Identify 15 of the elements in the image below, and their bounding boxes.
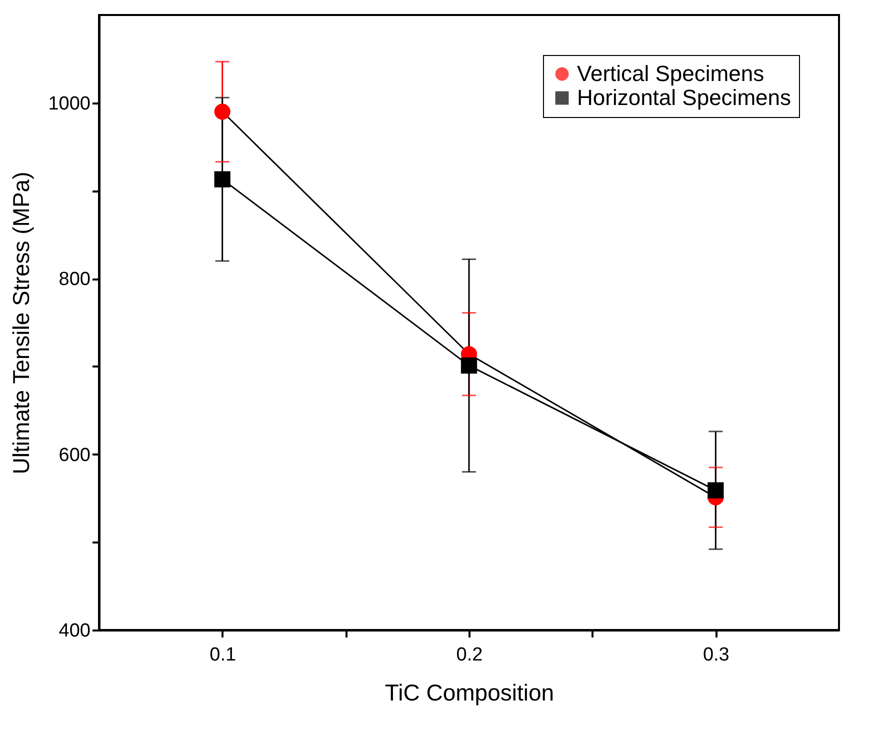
y-tick-label: 1000 xyxy=(48,93,90,114)
y-axis-title: Ultimate Tensile Stress (MPa) xyxy=(8,172,34,474)
point xyxy=(708,482,724,498)
x-tick-label: 0.1 xyxy=(210,644,236,666)
point xyxy=(214,104,230,120)
x-tick-label: 0.3 xyxy=(702,644,730,666)
x-axis-title: TiC Composition xyxy=(384,680,554,706)
point xyxy=(460,357,478,374)
y-tick-label: 800 xyxy=(58,269,90,290)
legend-label: Vertical Specimens xyxy=(577,61,764,86)
legend-label: Horizontal Specimens xyxy=(577,85,791,110)
y-tick-label: 400 xyxy=(58,620,90,642)
point xyxy=(214,171,230,188)
x-tick-label: 0.2 xyxy=(456,644,483,666)
y-tick-label: 600 xyxy=(58,444,90,466)
